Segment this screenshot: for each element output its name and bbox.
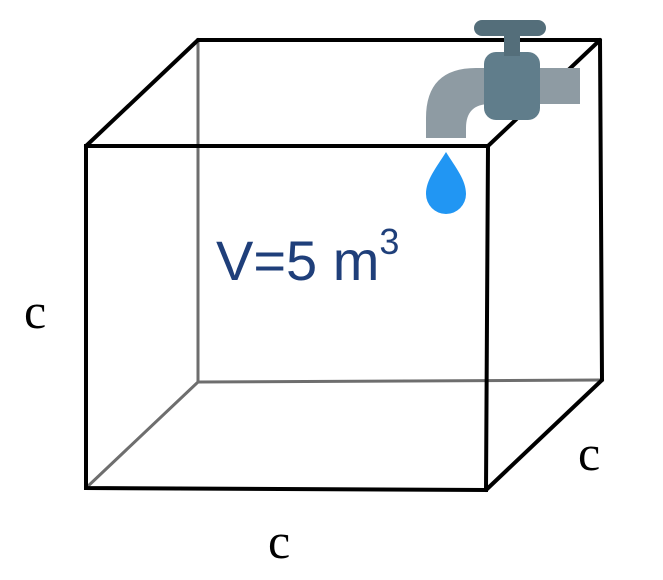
faucet-icon: [426, 20, 580, 138]
depth-label: c: [578, 425, 600, 481]
bottom-right-depth-edge: [484, 378, 604, 492]
volume-exponent: 3: [379, 221, 399, 262]
top-left-depth-edge: [84, 38, 200, 148]
water-drop-icon: [426, 152, 466, 214]
width-label: c: [268, 513, 290, 569]
hidden-edges: [84, 38, 602, 490]
volume-label: V=5 m3: [216, 221, 399, 292]
volume-text: V=5 m: [216, 229, 379, 292]
faucet-body: [484, 52, 540, 120]
back-right-vertical-edge: [598, 38, 604, 382]
bottom-left-depth-edge: [84, 380, 200, 490]
faucet-handle: [474, 20, 546, 36]
back-bottom-edge: [196, 378, 602, 384]
visible-edges: [84, 38, 604, 493]
faucet-stem: [504, 30, 520, 56]
height-label: c: [24, 283, 46, 339]
